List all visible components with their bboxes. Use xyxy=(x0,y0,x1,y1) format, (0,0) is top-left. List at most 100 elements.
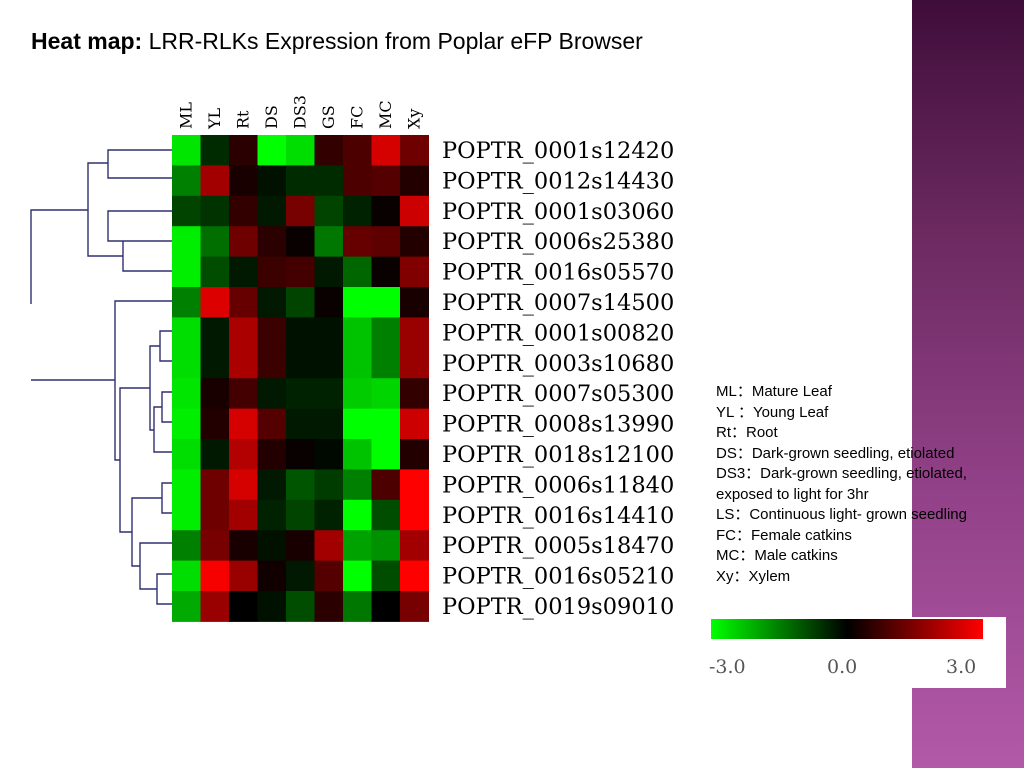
heatmap-cell xyxy=(400,165,429,197)
heatmap-cell xyxy=(286,256,315,288)
heatmap-cell xyxy=(343,135,372,166)
heatmap-cell xyxy=(257,195,287,227)
column-label: DS xyxy=(262,105,281,129)
heatmap-cell xyxy=(371,408,401,440)
heatmap-cell xyxy=(400,560,429,592)
heatmap-cell xyxy=(229,226,258,258)
column-label: Rt xyxy=(233,110,252,129)
heatmap-cell xyxy=(200,591,230,622)
heatmap-cell xyxy=(371,135,401,166)
abbreviation-legend: ML：Mature Leaf YL ：Young Leaf Rt：Root DS：Da… xyxy=(716,382,967,587)
heatmap-cell xyxy=(314,226,344,258)
heatmap-cell xyxy=(229,135,258,166)
heatmap-cell xyxy=(286,226,315,258)
heatmap-cell xyxy=(200,439,230,470)
scale-label-max: 3.0 xyxy=(946,656,977,678)
heatmap-cell xyxy=(257,165,287,197)
heatmap-cell xyxy=(343,439,372,470)
heatmap-cell xyxy=(286,135,315,166)
heatmap-cell xyxy=(343,469,372,501)
heatmap-cell xyxy=(257,560,287,592)
row-label: POPTR_0007s05300 xyxy=(442,381,674,407)
heatmap-cell xyxy=(200,165,230,197)
row-label: POPTR_0006s25380 xyxy=(442,229,674,255)
heatmap-cell xyxy=(371,165,401,197)
row-label: POPTR_0016s05570 xyxy=(442,260,674,286)
heatmap-cell xyxy=(400,499,429,531)
legend-item: Rt：Root xyxy=(716,424,778,441)
heatmap-cell xyxy=(229,469,258,501)
heatmap-cell xyxy=(229,317,258,349)
heatmap-cell xyxy=(371,591,401,622)
heatmap-cell xyxy=(172,256,201,288)
heatmap-cell xyxy=(257,226,287,258)
heatmap-cell xyxy=(343,378,372,410)
heatmap-cell xyxy=(343,195,372,227)
legend-item: DS3：Dark-grown seedling, etiolated, xyxy=(716,465,967,482)
heatmap-cell xyxy=(314,560,344,592)
heatmap-cell xyxy=(400,347,429,379)
legend-item: ML：Mature Leaf xyxy=(716,383,832,400)
heatmap-cell xyxy=(371,439,401,470)
heatmap-cell xyxy=(172,469,201,501)
heatmap-cell xyxy=(200,560,230,592)
row-label: POPTR_0005s18470 xyxy=(442,533,674,559)
heatmap-cell xyxy=(343,560,372,592)
legend-item: DS：Dark-grown seedling, etiolated xyxy=(716,444,955,462)
heatmap-cell xyxy=(257,378,287,410)
heatmap-cell xyxy=(257,347,287,379)
heatmap-cell xyxy=(286,560,315,592)
legend-item: exposed to light for 3hr xyxy=(716,485,869,503)
column-labels: ML YL Rt DS DS3 GS FC MC Xy xyxy=(176,95,423,130)
heatmap-cell xyxy=(200,135,230,166)
row-label: POPTR_0001s03060 xyxy=(442,199,674,225)
heatmap-cell xyxy=(314,256,344,288)
column-label: YL xyxy=(205,107,224,130)
heatmap-cell xyxy=(200,347,230,379)
heatmap-cell xyxy=(400,591,429,622)
heatmap-cell xyxy=(371,499,401,531)
heatmap-cell xyxy=(172,195,201,227)
heatmap-cell xyxy=(343,317,372,349)
heatmap-cell xyxy=(314,530,344,562)
heatmap-cell xyxy=(229,499,258,531)
row-label: POPTR_0003s10680 xyxy=(442,351,674,377)
heatmap-cell xyxy=(343,165,372,197)
heatmap-cell xyxy=(257,439,287,470)
heatmap-cell xyxy=(371,469,401,501)
heatmap-cell xyxy=(286,317,315,349)
heatmap-cell xyxy=(172,317,201,349)
heatmap-cell xyxy=(286,469,315,501)
heatmap-cell xyxy=(343,499,372,531)
heatmap-cell xyxy=(400,530,429,562)
heatmap-cell xyxy=(314,591,344,622)
heatmap-cell xyxy=(286,439,315,470)
heatmap-cell xyxy=(229,560,258,592)
heatmap-cell xyxy=(314,378,344,410)
heatmap-cell xyxy=(314,317,344,349)
heatmap-cell xyxy=(371,378,401,410)
heatmap-cell xyxy=(400,408,429,440)
heatmap-cell xyxy=(371,256,401,288)
heatmap-cell xyxy=(400,439,429,470)
heatmap-cell xyxy=(343,408,372,440)
column-label: ML xyxy=(176,102,195,129)
heatmap-cell xyxy=(286,378,315,410)
heatmap-cell xyxy=(172,408,201,440)
heatmap-cell xyxy=(286,408,315,440)
heatmap-cell xyxy=(400,195,429,227)
heatmap-cell xyxy=(229,408,258,440)
heatmap-cell xyxy=(314,165,344,197)
column-label: DS3 xyxy=(290,95,309,129)
heatmap-cell xyxy=(172,530,201,562)
heatmap-cell xyxy=(400,135,429,166)
heatmap-cell xyxy=(172,439,201,470)
heatmap-cell xyxy=(371,347,401,379)
heatmap-cell xyxy=(314,347,344,379)
heatmap-cell xyxy=(229,530,258,562)
heatmap-cell xyxy=(172,378,201,410)
heatmap-cell xyxy=(314,439,344,470)
heatmap-cell xyxy=(229,591,258,622)
row-label: POPTR_0012s14430 xyxy=(442,168,674,194)
heatmap-cell xyxy=(286,591,315,622)
